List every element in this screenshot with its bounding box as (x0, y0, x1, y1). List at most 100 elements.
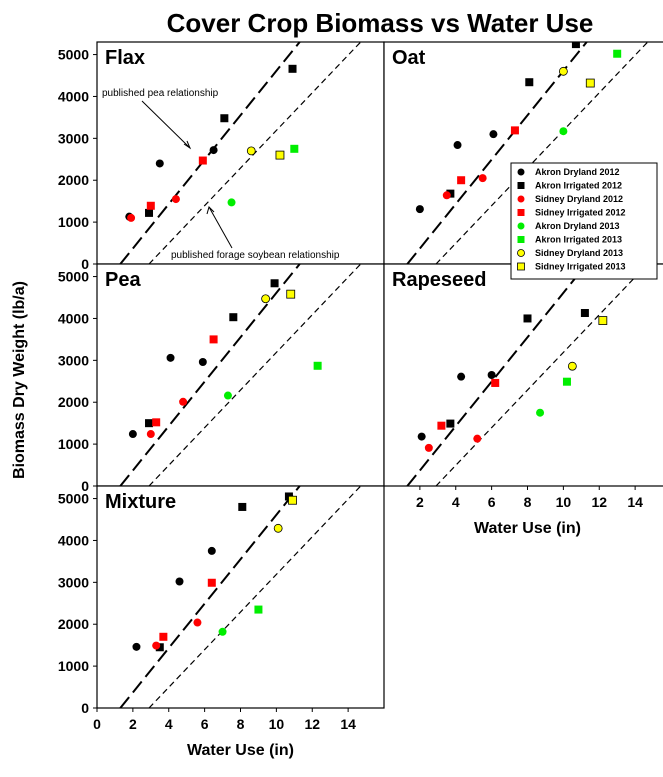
y-tick-label: 1000 (58, 658, 89, 674)
panel-label: Oat (392, 47, 426, 69)
annotation-arrow (141, 100, 191, 149)
data-point (273, 523, 283, 533)
legend-label: Sidney Irrigated 2013 (535, 262, 626, 272)
data-point (145, 208, 154, 217)
data-point (571, 42, 580, 49)
annotation-pea: published pea relationship (102, 88, 219, 99)
panel-label: Pea (105, 269, 141, 291)
data-point (218, 627, 227, 636)
data-point (152, 418, 161, 427)
data-point (166, 353, 175, 362)
data-point (209, 146, 218, 155)
reference-line (148, 264, 362, 486)
reference-lines (406, 42, 649, 264)
reference-lines (406, 264, 649, 486)
data-point (288, 64, 297, 73)
reference-line (119, 264, 301, 486)
data-point (246, 146, 256, 156)
data-point (446, 419, 455, 428)
reference-lines (119, 486, 362, 708)
data-point (457, 372, 466, 381)
legend-marker (517, 262, 525, 271)
data-point (171, 195, 180, 204)
y-tick-label: 2000 (58, 172, 89, 188)
x-tick-label: 8 (237, 716, 245, 732)
data-point (270, 279, 279, 288)
data-point (223, 391, 232, 400)
panel-mixture: Mixture 0 1000 2000 3000 4000 5000 0 2 4 6 8 10 12 14 W… (58, 485, 385, 759)
data-point (207, 578, 216, 587)
data-point (536, 408, 545, 417)
x-tick-label: 14 (627, 494, 643, 510)
legend-box (510, 162, 658, 280)
panel-frame (96, 485, 385, 709)
data-point (478, 174, 487, 183)
data-point (567, 361, 577, 371)
panel-frame (96, 263, 385, 487)
reference-line (435, 264, 649, 486)
data-point (275, 150, 285, 160)
data-point (127, 213, 136, 222)
annotation-arrow (208, 206, 233, 249)
panel-label: Mixture (105, 491, 176, 513)
data-point (207, 546, 216, 555)
data-points (128, 279, 322, 439)
y-tick-label: 3000 (58, 574, 89, 590)
x-axis-title: Water Use (in) (187, 742, 294, 759)
data-point (198, 358, 207, 367)
x-tick-label: 10 (269, 716, 285, 732)
reference-line (119, 486, 301, 708)
chart-title: Cover Crop Biomass vs Water Use (167, 8, 594, 38)
x-tick-label: 10 (556, 494, 572, 510)
y-tick-label: 0 (81, 256, 89, 272)
data-point (261, 294, 271, 304)
legend-label: Sidney Dryland 2012 (535, 194, 623, 204)
annotation-arrowhead (206, 206, 215, 215)
data-point (238, 502, 247, 511)
legend-label: Sidney Irrigated 2012 (535, 208, 626, 218)
data-point (562, 377, 571, 386)
data-point (290, 144, 299, 153)
data-point (146, 430, 155, 439)
data-point (487, 371, 496, 379)
data-point (209, 335, 218, 344)
x-tick-label: 6 (201, 716, 209, 732)
data-point (254, 605, 263, 614)
data-point (155, 159, 164, 168)
data-point (286, 289, 296, 299)
data-point (417, 432, 426, 441)
x-tick-label: 4 (165, 716, 173, 732)
data-point (559, 127, 568, 136)
legend-label: Akron Dryland 2013 (535, 221, 620, 231)
annotations: published pea relationship published fora… (102, 88, 340, 261)
x-tick-label: 6 (488, 494, 496, 510)
data-point (179, 397, 188, 406)
data-point (152, 641, 161, 650)
y-axis-title: Biomass Dry Weight (lb/a) (11, 281, 28, 479)
x-tick-label: 2 (416, 494, 424, 510)
data-point (558, 66, 568, 76)
x-tick-label: 14 (340, 716, 356, 732)
y-tick-label: 5000 (58, 269, 89, 285)
y-tick-label: 0 (81, 478, 89, 494)
x-tick-label: 12 (591, 494, 607, 510)
x-tick-label: 2 (129, 716, 137, 732)
data-points (417, 309, 608, 452)
data-point (229, 313, 238, 322)
panel-flax: Flax 0 1000 2000 3000 4000 5000 published pea r… (58, 41, 385, 272)
y-tick-label: 1000 (58, 214, 89, 230)
data-point (453, 141, 462, 150)
data-point (175, 577, 184, 586)
data-point (288, 495, 297, 505)
y-tick-label: 2000 (58, 616, 89, 632)
data-point (598, 316, 608, 325)
reference-line (119, 42, 301, 264)
data-point (132, 642, 141, 651)
reference-lines (119, 264, 362, 486)
data-point (198, 156, 207, 165)
data-point (442, 191, 451, 200)
data-point (415, 205, 424, 214)
x-tick-label: 8 (524, 494, 532, 510)
legend-label: Akron Irrigated 2013 (535, 235, 622, 245)
